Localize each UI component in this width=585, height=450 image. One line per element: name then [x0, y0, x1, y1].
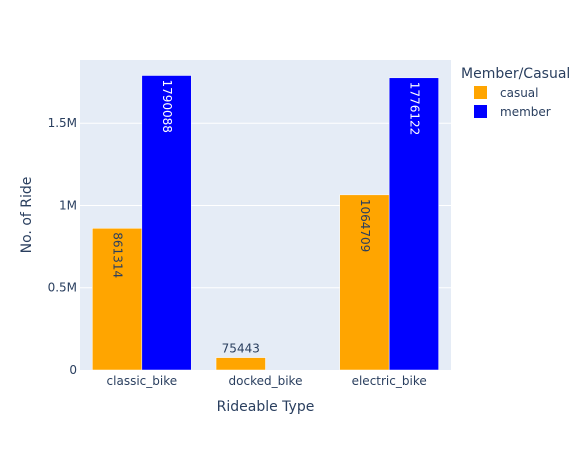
y-tick-label: 1.5M — [48, 116, 77, 130]
legend-label-casual[interactable]: casual — [500, 86, 539, 100]
y-tick-label: 1M — [59, 198, 77, 212]
bar-member-classic_bike — [141, 75, 192, 371]
legend-swatch-member[interactable] — [474, 105, 487, 118]
bar-member-electric_bike — [388, 77, 439, 371]
legend-swatch-casual[interactable] — [474, 86, 487, 99]
bar-value-label: 1790088 — [160, 79, 174, 132]
x-tick-label: docked_bike — [229, 374, 303, 388]
bar-value-label: 1776122 — [407, 82, 421, 135]
bar-casual-electric_bike — [339, 194, 390, 371]
legend-label-member[interactable]: member — [500, 105, 551, 119]
bar-labels: 861314 1790088 75443 1064709 1776122 — [111, 79, 422, 355]
y-axis-title: No. of Ride — [19, 177, 35, 254]
y-axis-ticks: 0 0.5M 1M 1.5M — [48, 116, 77, 377]
legend-title: Member/Casual — [461, 66, 570, 82]
y-tick-label: 0.5M — [48, 281, 77, 295]
bar-value-label: 861314 — [111, 232, 125, 278]
bars — [92, 75, 439, 371]
bar-casual-docked_bike — [215, 357, 266, 371]
bar-casual-classic_bike — [92, 228, 143, 371]
x-tick-label: electric_bike — [352, 374, 427, 388]
y-tick-label: 0 — [69, 363, 77, 377]
x-axis-title: Rideable Type — [217, 399, 315, 415]
legend: Member/Casual casual member — [461, 66, 570, 119]
bar-value-label: 1064709 — [358, 199, 372, 252]
x-axis-ticks: classic_bike docked_bike electric_bike — [107, 374, 427, 388]
x-tick-label: classic_bike — [107, 374, 178, 388]
bar-value-label: 75443 — [222, 342, 260, 356]
